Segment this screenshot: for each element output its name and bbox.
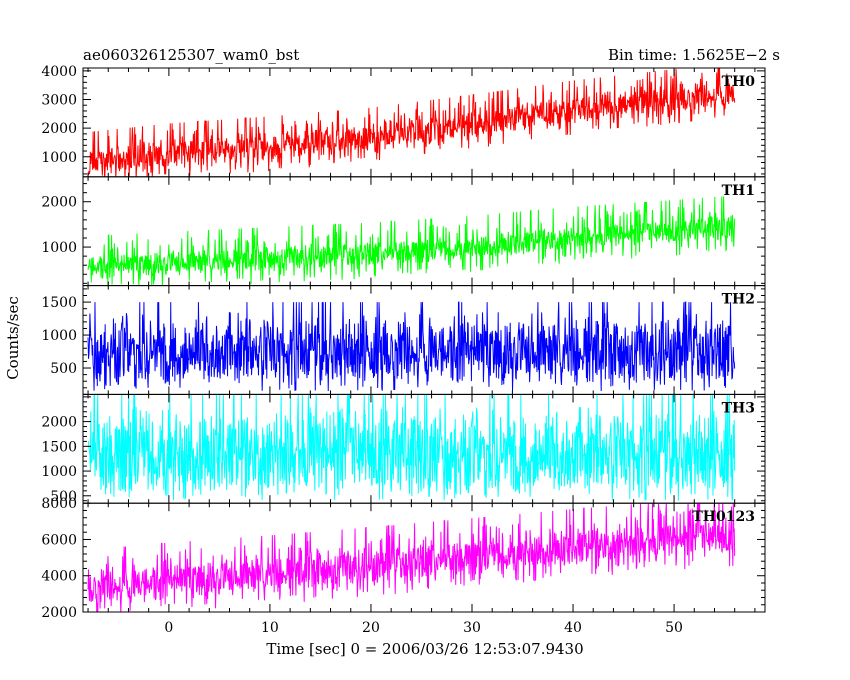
y-tick-label: 3000: [41, 92, 77, 108]
panel-th0: 1000 2000 3000 4000 TH0: [41, 64, 766, 178]
series-name-th2: TH2: [722, 292, 755, 308]
y-tick-label: 1000: [41, 328, 77, 344]
y-tick-label: 2000: [41, 195, 77, 211]
panel-th1: 1000 2000 TH1: [41, 176, 766, 287]
y-tick-label: 4000: [41, 569, 77, 585]
x-tick-label: 40: [564, 620, 582, 636]
series-line-th0123: [87, 503, 736, 613]
x-axis-label: Time [sec] 0 = 2006/03/26 12:53:07.9430: [266, 640, 583, 658]
y-tick-label: 2000: [41, 415, 77, 431]
x-tick-label: 30: [463, 620, 481, 636]
series-name-th3: TH3: [722, 400, 755, 416]
x-tick-label: 20: [362, 620, 380, 636]
bin-time-label: Bin time: 1.5625E−2 s: [608, 46, 780, 64]
series-name-th0123: TH0123: [692, 509, 755, 525]
series-line-th3: [87, 394, 736, 501]
x-axis: 0 10 20 30 40 50: [164, 620, 683, 636]
panel-frame: [82, 67, 766, 178]
x-tick-label: 10: [261, 620, 279, 636]
series-name-th1: TH1: [722, 183, 755, 199]
series-line-th1: [87, 196, 736, 286]
y-tick-label: 1500: [41, 439, 77, 455]
panel-th3: 500 1000 1500 2000 TH3: [41, 393, 766, 505]
panels-group: 1000 2000 3000 4000 TH0 1000 2000 TH1 500 1000 150…: [41, 64, 766, 621]
y-tick-label: 2000: [41, 605, 77, 621]
y-tick-label: 1000: [41, 150, 77, 166]
series-line-th0: [87, 68, 736, 177]
panel-th0123: 2000 4000 6000 8000 TH0123: [41, 496, 766, 621]
panel-th2: 500 1000 1500 TH2: [41, 285, 766, 395]
y-tick-label: 1500: [41, 295, 77, 311]
y-tick-label: 8000: [41, 496, 77, 512]
chart-title: ae060326125307_wam0_bst: [83, 46, 299, 64]
x-tick-label: 0: [164, 620, 173, 636]
series-line-th2: [87, 301, 736, 391]
y-axis-label: Counts/sec: [4, 296, 22, 380]
x-tick-label: 50: [665, 620, 683, 636]
series-name-th0: TH0: [722, 74, 756, 90]
panel-frame: [82, 502, 766, 613]
y-tick-label: 1000: [41, 464, 77, 480]
y-tick-label: 6000: [41, 532, 77, 548]
y-tick-label: 4000: [41, 64, 77, 80]
y-tick-label: 2000: [41, 121, 77, 137]
y-tick-label: 500: [50, 361, 77, 377]
y-tick-label: 500: [50, 489, 77, 505]
y-tick-label: 1000: [41, 240, 77, 256]
